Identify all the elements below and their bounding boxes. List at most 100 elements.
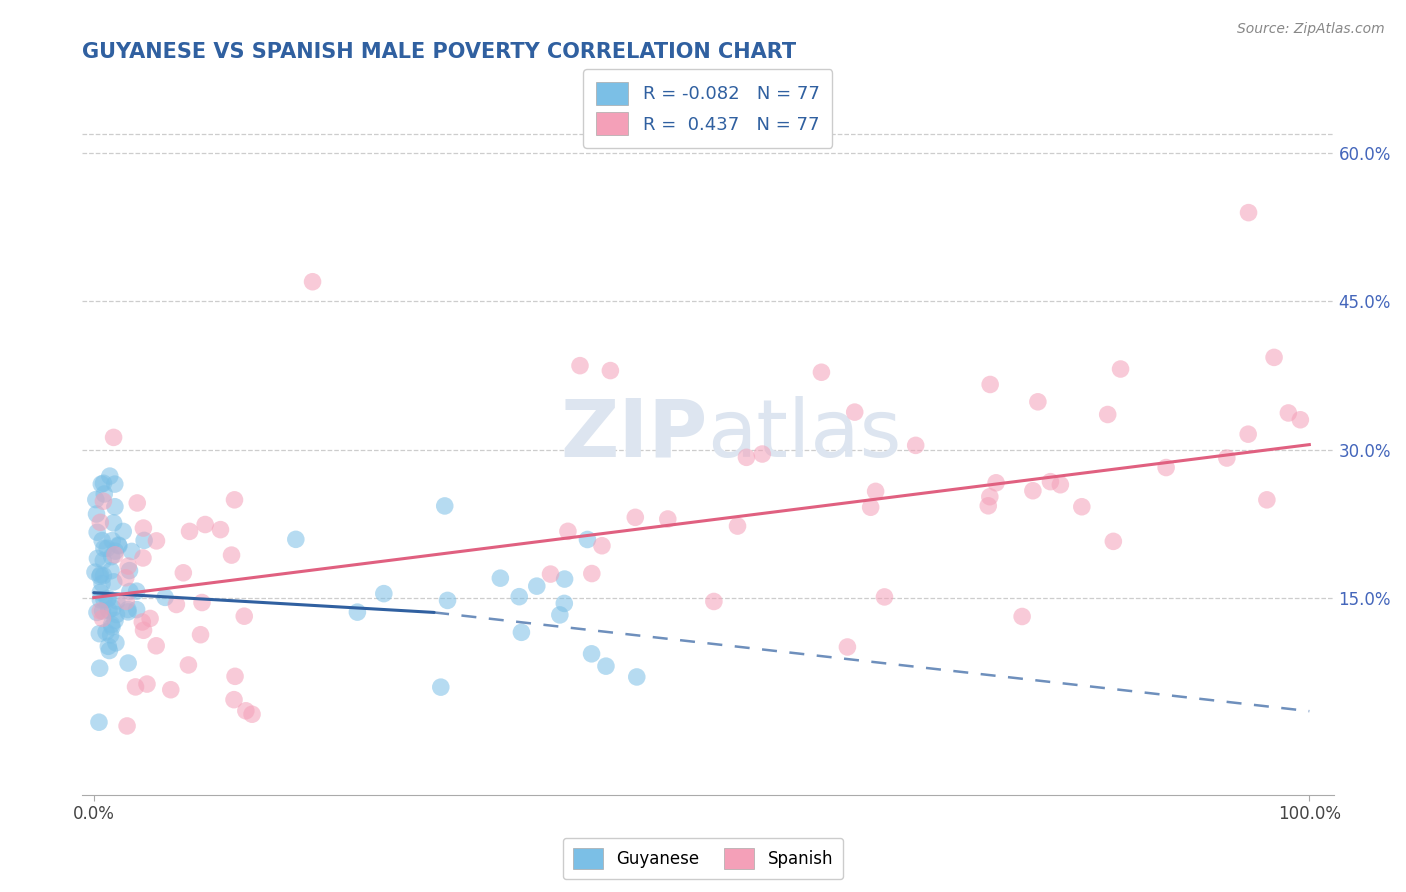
Point — [114, 571, 136, 585]
Point — [89, 516, 111, 530]
Point — [101, 533, 124, 548]
Point — [346, 605, 368, 619]
Point — [557, 524, 579, 539]
Point — [89, 626, 111, 640]
Point — [117, 605, 139, 619]
Point — [104, 544, 127, 558]
Point — [1237, 427, 1260, 442]
Point — [107, 538, 129, 552]
Point — [89, 604, 111, 618]
Point — [626, 670, 648, 684]
Point — [553, 596, 575, 610]
Point — [105, 607, 128, 622]
Point — [136, 677, 159, 691]
Point — [87, 715, 110, 730]
Point — [548, 607, 571, 622]
Point — [179, 524, 201, 539]
Point — [984, 475, 1007, 490]
Point — [118, 564, 141, 578]
Point — [117, 656, 139, 670]
Point — [101, 601, 124, 615]
Point — [139, 611, 162, 625]
Point — [727, 519, 749, 533]
Point — [89, 569, 111, 583]
Point — [1022, 483, 1045, 498]
Point — [91, 604, 114, 618]
Point — [1216, 450, 1239, 465]
Point — [751, 447, 773, 461]
Point — [624, 510, 647, 524]
Point — [703, 594, 725, 608]
Point — [132, 624, 155, 638]
Point — [657, 512, 679, 526]
Point — [1154, 460, 1177, 475]
Point — [93, 592, 115, 607]
Point — [115, 594, 138, 608]
Point — [103, 574, 125, 589]
Point — [581, 566, 603, 581]
Point — [94, 625, 117, 640]
Point — [859, 500, 882, 515]
Point — [436, 593, 458, 607]
Point — [554, 572, 576, 586]
Point — [86, 606, 108, 620]
Point — [97, 591, 120, 606]
Point — [240, 707, 263, 722]
Point — [194, 517, 217, 532]
Point — [540, 567, 562, 582]
Point — [1263, 351, 1285, 365]
Point — [93, 568, 115, 582]
Point — [233, 609, 256, 624]
Point — [91, 553, 114, 567]
Point — [595, 659, 617, 673]
Point — [235, 704, 257, 718]
Point — [132, 521, 155, 535]
Point — [108, 539, 131, 553]
Point — [1011, 609, 1033, 624]
Legend: Guyanese, Spanish: Guyanese, Spanish — [562, 838, 844, 880]
Point — [100, 617, 122, 632]
Point — [581, 647, 603, 661]
Point — [489, 571, 512, 585]
Point — [125, 584, 148, 599]
Point — [93, 487, 115, 501]
Point — [165, 598, 187, 612]
Point — [599, 363, 621, 377]
Point — [84, 492, 107, 507]
Point — [735, 450, 758, 465]
Point — [1049, 477, 1071, 491]
Point — [153, 591, 176, 605]
Point — [284, 533, 307, 547]
Point — [127, 496, 149, 510]
Point — [373, 587, 395, 601]
Point — [508, 590, 530, 604]
Point — [1097, 408, 1119, 422]
Point — [837, 640, 859, 654]
Point — [96, 592, 118, 607]
Point — [93, 494, 115, 508]
Point — [224, 492, 246, 507]
Point — [177, 657, 200, 672]
Point — [103, 430, 125, 444]
Point — [1237, 205, 1260, 219]
Point — [1070, 500, 1092, 514]
Point — [104, 477, 127, 491]
Point — [433, 499, 456, 513]
Point — [89, 661, 111, 675]
Point — [96, 541, 118, 556]
Point — [221, 548, 243, 562]
Point — [904, 438, 927, 452]
Point — [118, 584, 141, 599]
Point — [131, 615, 153, 629]
Point — [91, 611, 114, 625]
Point — [979, 490, 1001, 504]
Point — [91, 576, 114, 591]
Point — [865, 484, 887, 499]
Point — [172, 566, 194, 580]
Point — [89, 567, 111, 582]
Point — [121, 544, 143, 558]
Point — [844, 405, 866, 419]
Point — [117, 559, 139, 574]
Point — [97, 603, 120, 617]
Point — [1277, 406, 1299, 420]
